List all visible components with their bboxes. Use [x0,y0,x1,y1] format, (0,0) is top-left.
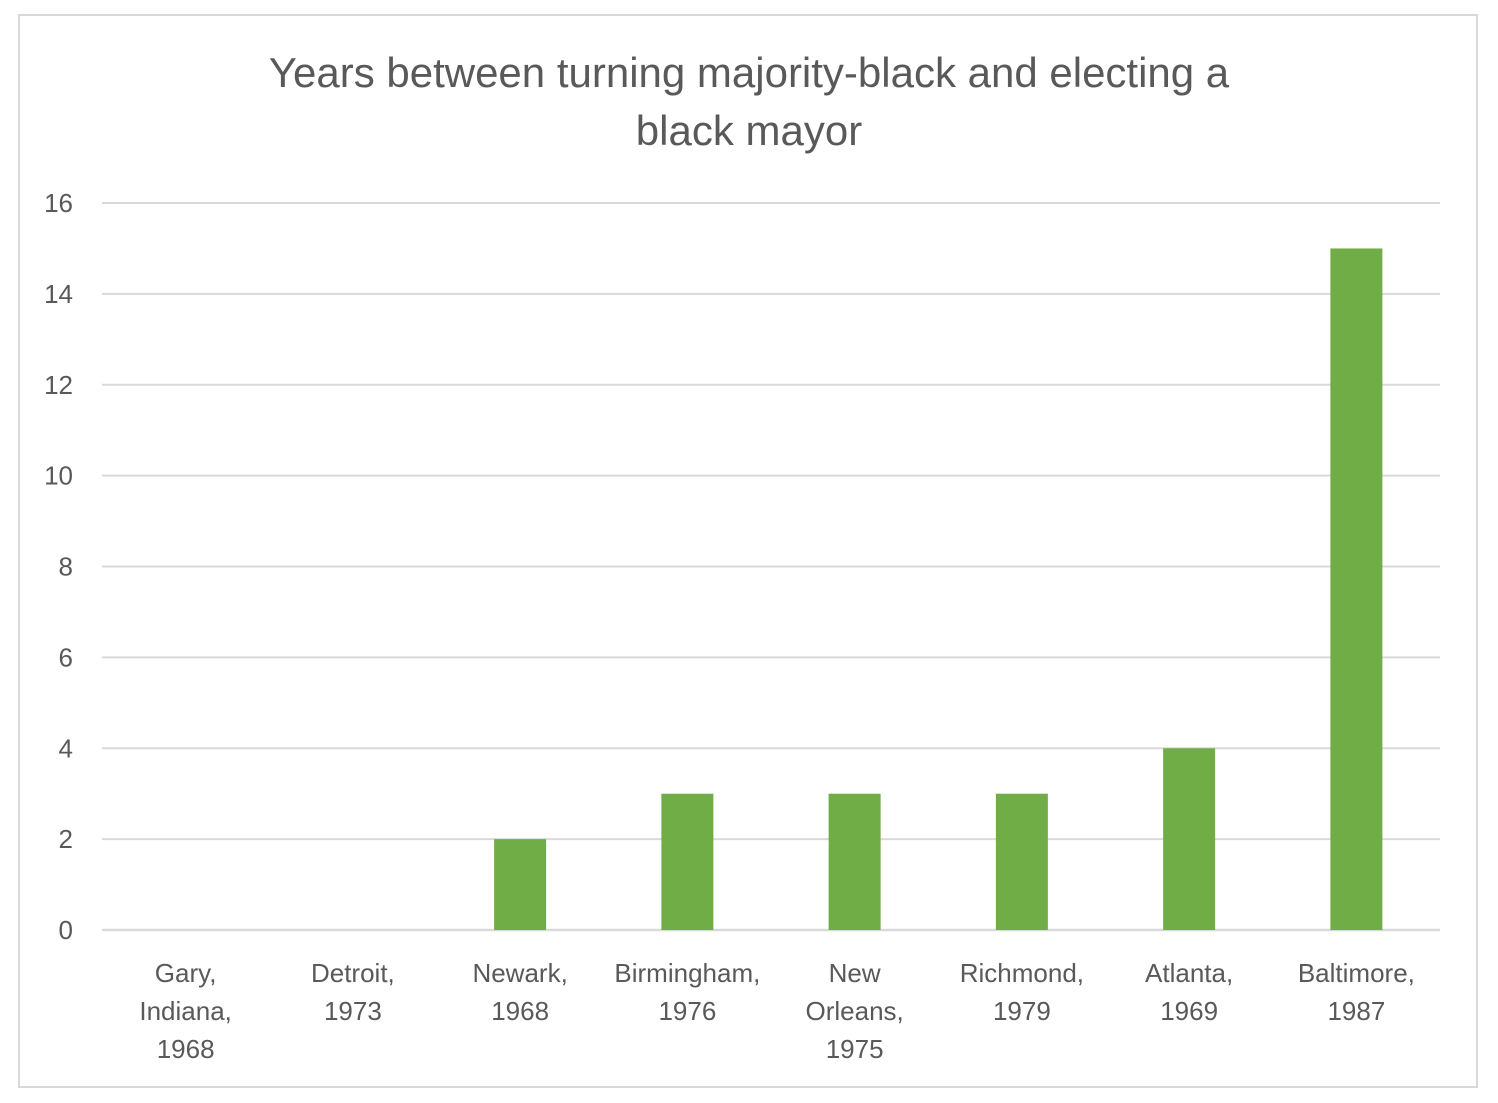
x-category-label-line: Orleans, [805,996,903,1026]
bar [995,793,1048,930]
x-category-label-line: 1975 [826,1034,884,1064]
y-tick-label: 6 [59,642,73,672]
bars [494,248,1383,930]
bar [1163,748,1216,930]
x-category-label: Atlanta, 1969 [1145,958,1233,1026]
x-category-label-line: Baltimore, [1298,958,1415,988]
y-tick-label: 8 [59,552,73,582]
y-tick-label: 10 [44,461,73,491]
y-tick-label: 2 [59,824,73,854]
x-category-label-line: 1968 [157,1034,215,1064]
chart-title-line-2: black mayor [635,107,863,154]
x-axis-labels: Gary, Indiana, 1968 Detroit, 1973 Newark, 1968… [139,958,1415,1064]
bar [1330,248,1383,930]
chart-title: Years between turning majority-black and… [0,44,1498,160]
x-category-label-line: 1987 [1327,996,1385,1026]
x-category-label-line: 1968 [491,996,549,1026]
gridlines [102,202,1440,932]
y-axis-ticks: 0 2 4 6 8 10 12 14 16 [44,188,73,945]
x-category-label: Richmond, 1979 [960,958,1084,1026]
x-category-label: Baltimore, 1987 [1298,958,1415,1026]
x-category-label-line: 1976 [658,996,716,1026]
chart-frame [18,14,1478,1088]
x-category-label: Birmingham, 1976 [614,958,760,1026]
y-tick-label: 0 [59,915,73,945]
x-category-label-line: 1979 [993,996,1051,1026]
bar [661,793,714,930]
x-category-label-line: Richmond, [960,958,1084,988]
x-category-label-line: Indiana, [139,996,232,1026]
x-category-label-line: 1969 [1160,996,1218,1026]
x-category-label-line: Newark, [472,958,567,988]
y-tick-label: 4 [59,733,73,763]
x-category-label-line: Gary, [155,958,217,988]
bar [494,839,547,930]
x-category-label-line: New [829,958,881,988]
x-category-label-line: Birmingham, [614,958,760,988]
x-category-label-line: 1973 [324,996,382,1026]
x-category-label-line: Atlanta, [1145,958,1233,988]
y-tick-label: 12 [44,370,73,400]
x-category-label: Detroit, 1973 [311,958,395,1026]
bar [828,793,881,930]
x-category-label: New Orleans, 1975 [805,958,903,1064]
x-category-label-line: Detroit, [311,958,395,988]
y-tick-label: 14 [44,279,73,309]
x-category-label: Newark, 1968 [472,958,567,1026]
y-tick-label: 16 [44,188,73,218]
x-category-label: Gary, Indiana, 1968 [139,958,232,1064]
chart-title-line-1: Years between turning majority-black and… [268,49,1230,96]
